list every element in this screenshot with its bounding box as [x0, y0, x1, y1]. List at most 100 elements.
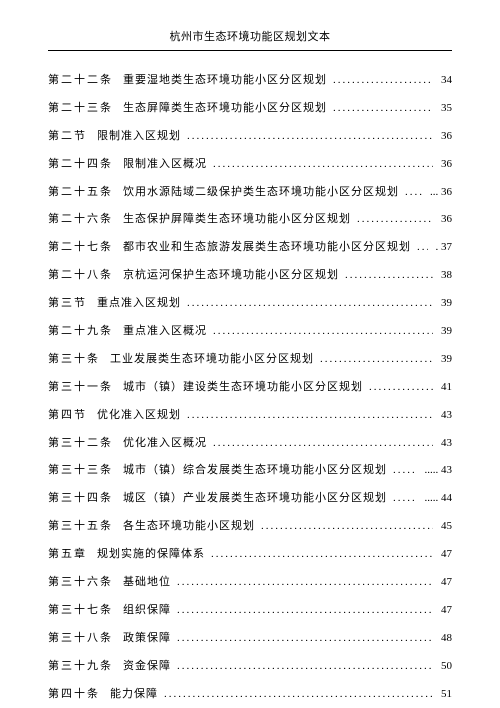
- entry-leader: ........................................…: [357, 212, 433, 227]
- entry-title: 基础地位: [123, 575, 171, 590]
- toc-entry: 第三十三条城市（镇）综合发展类生态环境功能小区分区规划.............…: [48, 463, 452, 478]
- entry-title: 城市（镇）建设类生态环境功能小区分区规划: [123, 380, 363, 395]
- entry-title: 资金保障: [123, 659, 171, 674]
- entry-title: 重要湿地类生态环境功能小区分区规划: [123, 73, 327, 88]
- entry-page: 36: [441, 157, 452, 172]
- entry-label: 第四节: [48, 408, 87, 423]
- entry-title: 京杭运河保护生态环境功能小区分区规划: [123, 268, 339, 283]
- toc-entry: 第三十九条资金保障...............................…: [48, 659, 452, 674]
- entry-label: 第二节: [48, 129, 87, 144]
- entry-page: 51: [441, 687, 452, 702]
- entry-label: 第二十四条: [48, 157, 113, 172]
- toc-entry: 第三节重点准入区规划..............................…: [48, 296, 452, 311]
- entry-label: 第三十一条: [48, 380, 113, 395]
- toc-entry: 第三十六条基础地位...............................…: [48, 575, 452, 590]
- entry-title: 城市（镇）综合发展类生态环境功能小区分区规划: [123, 463, 387, 478]
- entry-title: 生态屏障类生态环境功能小区分区规划: [123, 101, 327, 116]
- toc-entry: 第三十四条城区（镇）产业发展类生态环境功能小区分区规划.............…: [48, 491, 452, 506]
- entry-label: 第三十六条: [48, 575, 113, 590]
- toc-entry: 第三十二条优化准入区概况............................…: [48, 436, 452, 451]
- entry-label: 第三十四条: [48, 491, 113, 506]
- entry-title: 限制准入区规划: [97, 129, 181, 144]
- entry-title: 重点准入区规划: [97, 296, 181, 311]
- toc-container: 第二十二条重要湿地类生态环境功能小区分区规划..................…: [48, 73, 452, 702]
- entry-page: . 37: [436, 240, 453, 255]
- entry-page: 39: [441, 324, 452, 339]
- toc-entry: 第三十条工业发展类生态环境功能小区分区规划...................…: [48, 352, 452, 367]
- entry-leader: ........................................…: [187, 296, 433, 311]
- entry-leader: ........................................…: [211, 547, 433, 562]
- toc-entry: 第五章规划实施的保障体系............................…: [48, 547, 452, 562]
- entry-title: 都市农业和生态旅游发展类生态环境功能小区分区规划: [123, 240, 411, 255]
- toc-entry: 第三十一条城市（镇）建设类生态环境功能小区分区规划...............…: [48, 380, 452, 395]
- toc-entry: 第三十五条各生态环境功能小区规划........................…: [48, 519, 452, 534]
- entry-page: ..... 43: [425, 463, 453, 478]
- entry-leader: ........................................…: [187, 408, 433, 423]
- entry-page: 39: [441, 296, 452, 311]
- entry-label: 第三十八条: [48, 631, 113, 646]
- entry-leader: ........................................…: [333, 73, 433, 88]
- entry-leader: ........................................…: [320, 352, 433, 367]
- entry-page: 50: [441, 659, 452, 674]
- entry-leader: ........................................…: [369, 380, 433, 395]
- page-header: 杭州市生态环境功能区规划文本: [48, 28, 452, 51]
- entry-page: 36: [441, 212, 452, 227]
- entry-label: 第二十三条: [48, 101, 113, 116]
- entry-leader: ........................................…: [177, 659, 433, 674]
- toc-entry: 第二十二条重要湿地类生态环境功能小区分区规划..................…: [48, 73, 452, 88]
- toc-entry: 第二节限制准入区规划..............................…: [48, 129, 452, 144]
- entry-leader: ........................................…: [333, 101, 433, 116]
- toc-entry: 第二十五条饮用水源陆域二级保护类生态环境功能小区分区规划............…: [48, 185, 452, 200]
- entry-leader: ........................................…: [164, 687, 433, 702]
- entry-title: 规划实施的保障体系: [97, 547, 205, 562]
- entry-title: 政策保障: [123, 631, 171, 646]
- entry-page: 36: [441, 129, 452, 144]
- entry-page: 48: [441, 631, 452, 646]
- entry-label: 第三十条: [48, 352, 100, 367]
- toc-entry: 第四节优化准入区规划..............................…: [48, 408, 452, 423]
- toc-entry: 第二十六条生态保护屏障类生态环境功能小区分区规划................…: [48, 212, 452, 227]
- entry-title: 饮用水源陆域二级保护类生态环境功能小区分区规划: [123, 185, 399, 200]
- entry-label: 第三十五条: [48, 519, 113, 534]
- toc-entry: 第三十八条政策保障...............................…: [48, 631, 452, 646]
- entry-leader: ........................................…: [261, 519, 433, 534]
- entry-page: 47: [441, 603, 452, 618]
- entry-page: 34: [441, 73, 452, 88]
- entry-leader: ........................................…: [393, 463, 417, 478]
- entry-title: 组织保障: [123, 603, 171, 618]
- entry-leader: ........................................…: [417, 240, 428, 255]
- entry-title: 能力保障: [110, 687, 158, 702]
- entry-leader: ........................................…: [405, 185, 422, 200]
- entry-title: 工业发展类生态环境功能小区分区规划: [110, 352, 314, 367]
- entry-label: 第四十条: [48, 687, 100, 702]
- entry-page: 45: [441, 519, 452, 534]
- entry-title: 城区（镇）产业发展类生态环境功能小区分区规划: [123, 491, 387, 506]
- entry-label: 第二十六条: [48, 212, 113, 227]
- entry-page: ... 36: [430, 185, 452, 200]
- entry-title: 各生态环境功能小区规划: [123, 519, 255, 534]
- entry-label: 第三节: [48, 296, 87, 311]
- toc-entry: 第三十七条组织保障...............................…: [48, 603, 452, 618]
- entry-page: 43: [441, 408, 452, 423]
- entry-page: ..... 44: [425, 491, 453, 506]
- entry-leader: ........................................…: [393, 491, 417, 506]
- entry-page: 47: [441, 547, 452, 562]
- entry-label: 第二十八条: [48, 268, 113, 283]
- entry-label: 第三十七条: [48, 603, 113, 618]
- entry-label: 第三十九条: [48, 659, 113, 674]
- toc-entry: 第二十七条都市农业和生态旅游发展类生态环境功能小区分区规划...........…: [48, 240, 452, 255]
- entry-title: 重点准入区概况: [123, 324, 207, 339]
- entry-title: 生态保护屏障类生态环境功能小区分区规划: [123, 212, 351, 227]
- entry-leader: ........................................…: [213, 157, 433, 172]
- entry-title: 限制准入区概况: [123, 157, 207, 172]
- entry-label: 第五章: [48, 547, 87, 562]
- entry-label: 第二十九条: [48, 324, 113, 339]
- entry-leader: ........................................…: [213, 324, 433, 339]
- toc-entry: 第二十八条京杭运河保护生态环境功能小区分区规划.................…: [48, 268, 452, 283]
- entry-label: 第三十三条: [48, 463, 113, 478]
- entry-title: 优化准入区概况: [123, 436, 207, 451]
- entry-page: 38: [441, 268, 452, 283]
- entry-label: 第二十七条: [48, 240, 113, 255]
- entry-leader: ........................................…: [345, 268, 433, 283]
- entry-page: 47: [441, 575, 452, 590]
